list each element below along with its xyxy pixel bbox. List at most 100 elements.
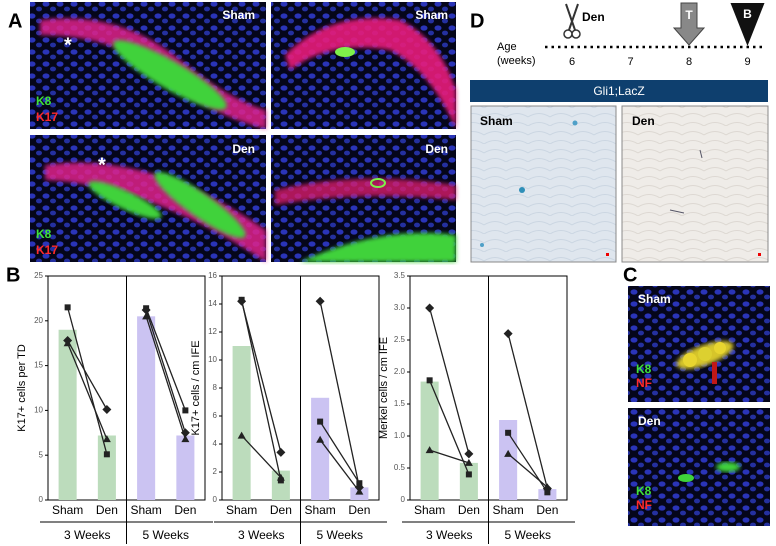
y-tick-label: 25 [34,271,43,280]
animal-line [145,308,186,411]
y-tick-label: 10 [208,355,217,364]
age-label: 8 [686,56,692,68]
panel-letter: A [8,10,22,32]
x-tick-label: Sham [492,503,523,517]
animal-line [145,309,186,433]
arrow-icon [672,2,706,46]
group-label: 3 Weeks [238,528,284,542]
micrograph [470,105,617,263]
animal-line [66,307,108,455]
event-label: B [743,7,752,21]
animal-line [429,449,470,464]
x-tick-label: Den [536,503,558,517]
x-tick-label: Sham [52,503,83,517]
bar [232,346,251,500]
animal-line [429,380,470,475]
y-tick-label: 3.0 [394,303,406,312]
age-label: 9 [744,56,750,68]
y-tick-label: 10 [34,406,43,415]
animal-marker [464,458,473,466]
bar [97,435,116,500]
y-tick-label: 2 [213,467,218,476]
animal-marker [316,435,325,443]
triangle-icon [730,3,765,46]
animal-marker [141,305,151,315]
condition-label: Sham [480,114,513,128]
group-label: 5 Weeks [505,528,551,542]
bar [137,316,156,500]
y-tick-label: 0 [39,495,44,504]
age-label: 7 [627,56,633,68]
animal-marker [464,449,474,459]
axis-label: Age [497,41,517,53]
panel-letter: C [623,264,637,286]
animal-line [241,435,282,479]
y-tick-label: 12 [208,327,217,336]
y-tick-label: 2.0 [394,367,406,376]
micrograph [271,135,456,262]
condition-label: Den [425,142,448,156]
animal-line [319,439,360,492]
animal-line [507,333,549,489]
age-label: 6 [569,56,575,68]
bar [420,381,439,500]
animal-marker [276,473,285,481]
y-tick-label: 16 [208,271,217,280]
animal-marker [142,312,151,320]
y-tick-label: 0.5 [394,463,406,472]
x-tick-label: Den [96,503,118,517]
x-tick-label: Sham [226,503,257,517]
micrograph [628,408,770,526]
y-tick-label: 2.5 [394,335,406,344]
y-tick-label: 0 [401,495,406,504]
micrograph [621,105,769,263]
marker-label: NF [636,498,652,512]
animal-marker [182,407,189,414]
y-tick-label: 1.5 [394,399,406,408]
y-tick-label: 0 [213,495,218,504]
y-axis-label: K17+ cells / cm IFE [190,340,202,435]
x-tick-label: Den [348,503,370,517]
y-tick-label: 4 [213,439,218,448]
animal-marker [355,487,364,495]
x-tick-label: Den [270,503,292,517]
bar [311,397,330,500]
axis-label: (weeks) [497,55,536,67]
event-label: T [685,8,693,22]
animal-marker [425,446,434,454]
y-axis-label: Merkel cells / cm IFE [378,337,390,439]
micrograph [271,2,456,129]
condition-label: Den [638,414,661,428]
animal-marker [237,431,246,439]
group-label: 5 Weeks [317,528,363,542]
panel-letter: B [6,264,20,286]
animal-marker [103,451,110,458]
animal-marker [505,429,512,436]
animal-marker [544,489,551,496]
x-tick-label: Den [458,503,480,517]
panel-letter: D [470,10,484,32]
animal-marker [356,480,363,487]
animal-marker [503,329,513,339]
animal-marker [181,435,190,443]
y-tick-label: 15 [34,361,43,370]
animal-marker [426,377,433,384]
x-tick-label: Sham [130,503,161,517]
x-tick-label: Sham [304,503,335,517]
x-tick-label: Sham [414,503,445,517]
group-label: 3 Weeks [426,528,472,542]
y-tick-label: 3.5 [394,271,406,280]
scissors-icon [565,3,579,31]
banner [470,80,768,102]
bar [58,329,77,500]
group-label: 5 Weeks [143,528,189,542]
animal-marker [276,447,286,457]
animal-marker [465,471,472,478]
marker-label: K17 [36,110,58,124]
animal-marker [64,304,71,311]
animal-marker [102,435,111,443]
y-tick-label: 5 [39,450,44,459]
x-tick-label: Den [174,503,196,517]
micrograph [30,135,266,262]
animal-marker [504,449,513,457]
